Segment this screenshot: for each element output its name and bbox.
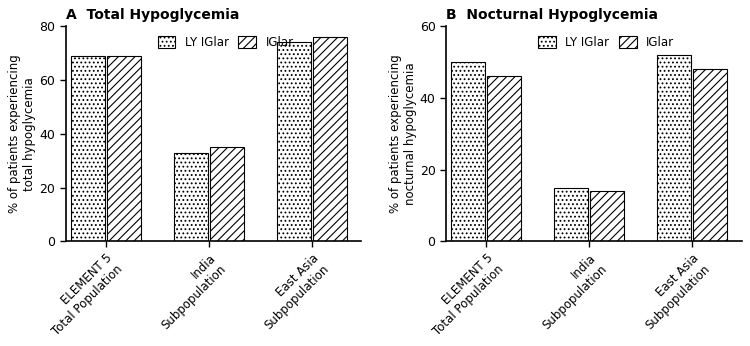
Bar [488,76,521,241]
Bar [658,55,692,241]
Legend: LY IGlar, IGlar: LY IGlar, IGlar [154,32,297,52]
Bar [693,69,728,241]
Y-axis label: % of patients experiencing
nocturnal hypoglycemia: % of patients experiencing nocturnal hyp… [389,54,417,213]
Bar [106,56,141,241]
Bar [452,62,485,241]
Text: B  Nocturnal Hypoglycemia: B Nocturnal Hypoglycemia [446,8,658,22]
Bar [554,188,589,241]
Bar [313,37,346,241]
Y-axis label: % of patients experiencing
total hypoglycemia: % of patients experiencing total hypogly… [8,54,36,213]
Bar [71,56,105,241]
Bar [174,153,208,241]
Text: A  Total Hypoglycemia: A Total Hypoglycemia [65,8,239,22]
Bar [210,147,244,241]
Bar [277,43,311,241]
Legend: LY IGlar, IGlar: LY IGlar, IGlar [535,32,678,52]
Bar [590,191,624,241]
